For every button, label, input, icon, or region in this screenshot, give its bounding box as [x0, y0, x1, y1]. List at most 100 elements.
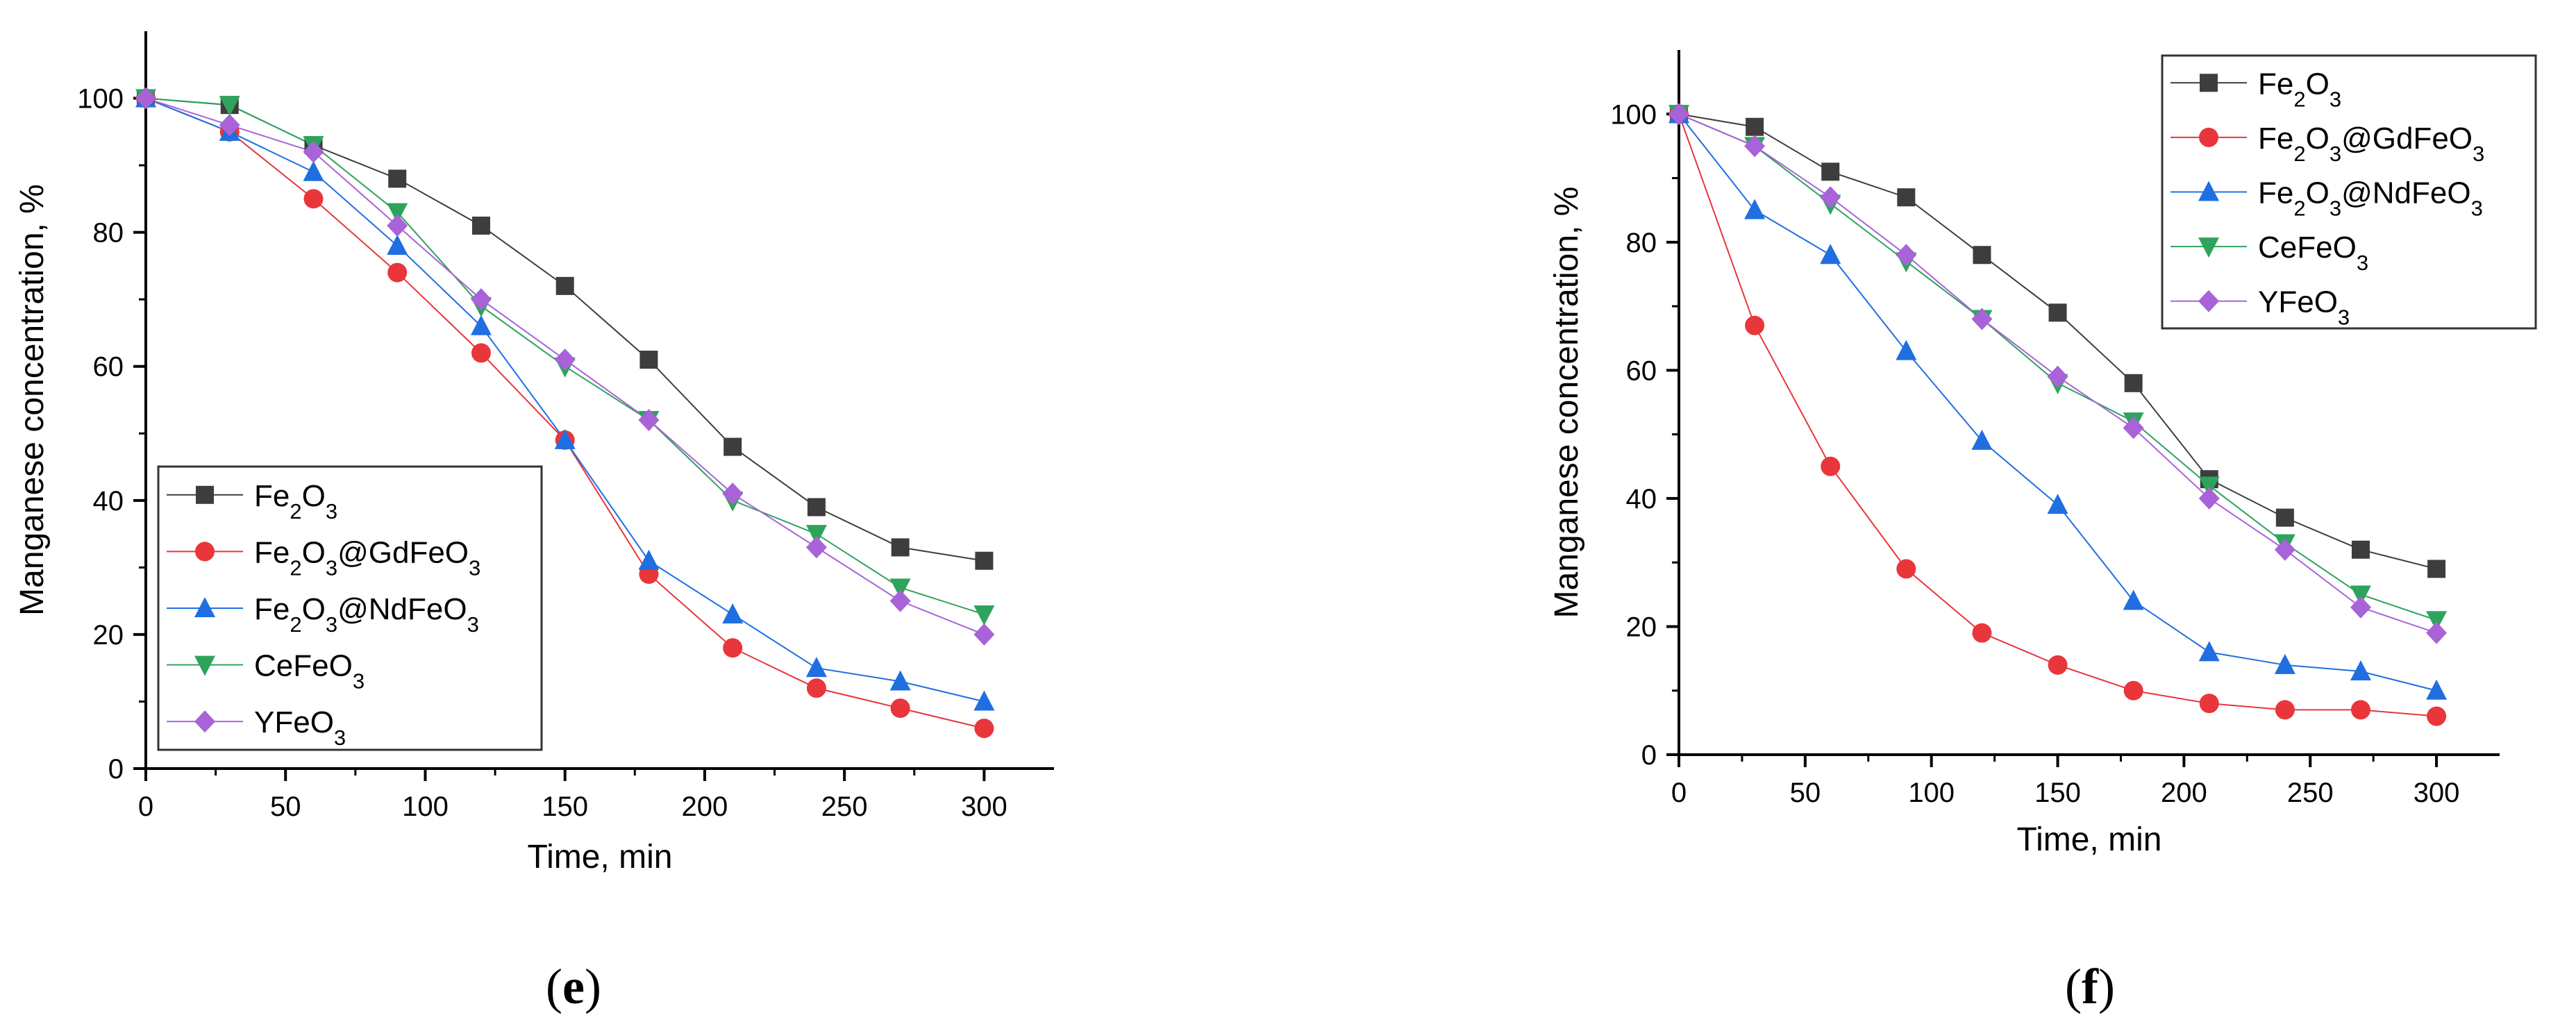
panel-label: (e) — [546, 959, 601, 1014]
y-tick-label: 60 — [1626, 355, 1657, 386]
data-point — [2274, 653, 2295, 674]
data-point — [1821, 456, 1841, 476]
data-point — [1820, 186, 1841, 209]
data-point — [2274, 538, 2295, 561]
data-point — [2124, 374, 2143, 392]
x-tick-label: 50 — [270, 791, 301, 822]
data-point — [805, 536, 827, 559]
data-point — [2047, 365, 2068, 388]
y-tick-label: 100 — [1610, 99, 1657, 130]
legend-marker — [195, 542, 215, 562]
data-point — [2123, 589, 2144, 610]
data-point — [1897, 188, 1916, 207]
y-tick-label: 0 — [108, 754, 124, 785]
data-point — [1973, 246, 1991, 265]
data-point — [638, 549, 660, 570]
x-tick-label: 250 — [821, 791, 868, 822]
data-point — [2427, 560, 2446, 578]
data-point — [807, 498, 826, 517]
x-tick-label: 50 — [1790, 778, 1821, 808]
data-point — [639, 351, 658, 369]
x-tick-label: 150 — [542, 791, 588, 822]
data-point — [388, 169, 407, 188]
legend-entry-label: CeFeO3 — [254, 649, 365, 694]
data-point — [1971, 429, 1993, 450]
data-point — [1821, 162, 1840, 181]
y-tick-label: 40 — [93, 486, 124, 517]
data-point — [387, 262, 408, 283]
y-axis-label: Manganese concentration, % — [1548, 187, 1585, 619]
data-point — [889, 670, 911, 691]
y-tick-label: 100 — [77, 84, 124, 115]
y-tick-label: 20 — [1626, 612, 1657, 642]
data-point — [722, 483, 744, 505]
data-point — [303, 189, 324, 209]
data-point — [638, 408, 660, 431]
y-tick-label: 80 — [93, 218, 124, 249]
data-point — [722, 603, 744, 623]
data-point — [1746, 117, 1764, 136]
data-point — [1668, 103, 1689, 126]
data-point — [973, 605, 995, 626]
legend-marker — [2198, 290, 2219, 312]
data-point — [2198, 487, 2220, 510]
legend-marker — [2200, 74, 2218, 92]
data-point — [1896, 559, 1916, 579]
x-tick-label: 200 — [682, 791, 728, 822]
legend-marker — [194, 597, 215, 617]
data-point — [2047, 494, 2068, 514]
legend-entry-label: CeFeO3 — [2258, 230, 2368, 275]
data-point — [470, 288, 492, 311]
legend-entry-label: Fe2O3@GdFeO3 — [2258, 121, 2484, 166]
data-point — [2199, 694, 2219, 714]
data-point — [724, 437, 742, 456]
y-axis-label: Manganese concentration, % — [14, 184, 51, 616]
data-point — [554, 349, 576, 371]
series-markers-YFeO3 — [1668, 103, 2448, 644]
data-point — [890, 698, 910, 719]
x-tick-label: 0 — [138, 791, 153, 822]
series-markers-YFeO3 — [135, 87, 995, 646]
data-point — [723, 638, 743, 658]
data-point — [387, 214, 408, 237]
x-tick-label: 300 — [961, 791, 1007, 822]
legend-entry-label: Fe2O3 — [254, 479, 337, 523]
data-point — [1745, 315, 1765, 335]
data-point — [2198, 476, 2220, 497]
data-point — [2350, 700, 2370, 720]
data-point — [1972, 623, 1992, 643]
x-axis-label: Time, min — [528, 839, 673, 875]
data-point — [2426, 679, 2448, 700]
data-point — [2275, 508, 2294, 527]
legend: Fe2O3 Fe2O3@GdFeO3 Fe2O3@NdFeO3 CeFeO3 YFeO3 — [157, 465, 543, 751]
data-point — [974, 719, 994, 739]
legend-marker — [194, 655, 215, 676]
data-point — [470, 315, 492, 335]
data-point — [555, 276, 574, 295]
data-point — [219, 114, 240, 137]
data-point — [2426, 621, 2448, 644]
y-tick-label: 40 — [1626, 484, 1657, 514]
data-point — [889, 578, 911, 599]
data-point — [387, 234, 408, 255]
legend-marker — [2198, 181, 2219, 201]
data-point — [471, 216, 490, 235]
data-point — [2048, 303, 2067, 322]
data-point — [806, 678, 826, 698]
data-point — [889, 589, 911, 612]
x-axis-label: Time, min — [2017, 821, 2162, 858]
x-tick-label: 0 — [1671, 778, 1687, 808]
legend-entry-label: Fe2O3@GdFeO3 — [254, 535, 480, 580]
y-tick-label: 60 — [93, 352, 124, 383]
y-tick-label: 20 — [93, 620, 124, 651]
data-point — [2350, 596, 2371, 619]
chart-panel-e: 0 50 100 150 200 250 300 0 20 40 60 80 100 Time, min M… — [14, 31, 1054, 1014]
data-point — [1744, 199, 1766, 219]
data-point — [2427, 706, 2447, 726]
chart-panel-f: 0 50 100 150 200 250 300 0 20 40 60 80 100 Time, min M… — [1548, 50, 2537, 1014]
data-point — [2351, 540, 2370, 559]
x-tick-label: 200 — [2161, 778, 2207, 808]
legend-marker — [2199, 127, 2218, 147]
legend-entry-label: YFeO3 — [254, 705, 346, 750]
